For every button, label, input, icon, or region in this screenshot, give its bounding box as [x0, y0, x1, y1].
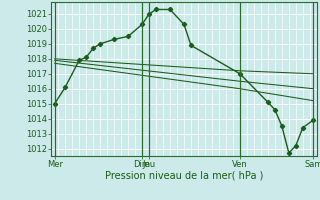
- X-axis label: Pression niveau de la mer( hPa ): Pression niveau de la mer( hPa ): [105, 171, 263, 181]
